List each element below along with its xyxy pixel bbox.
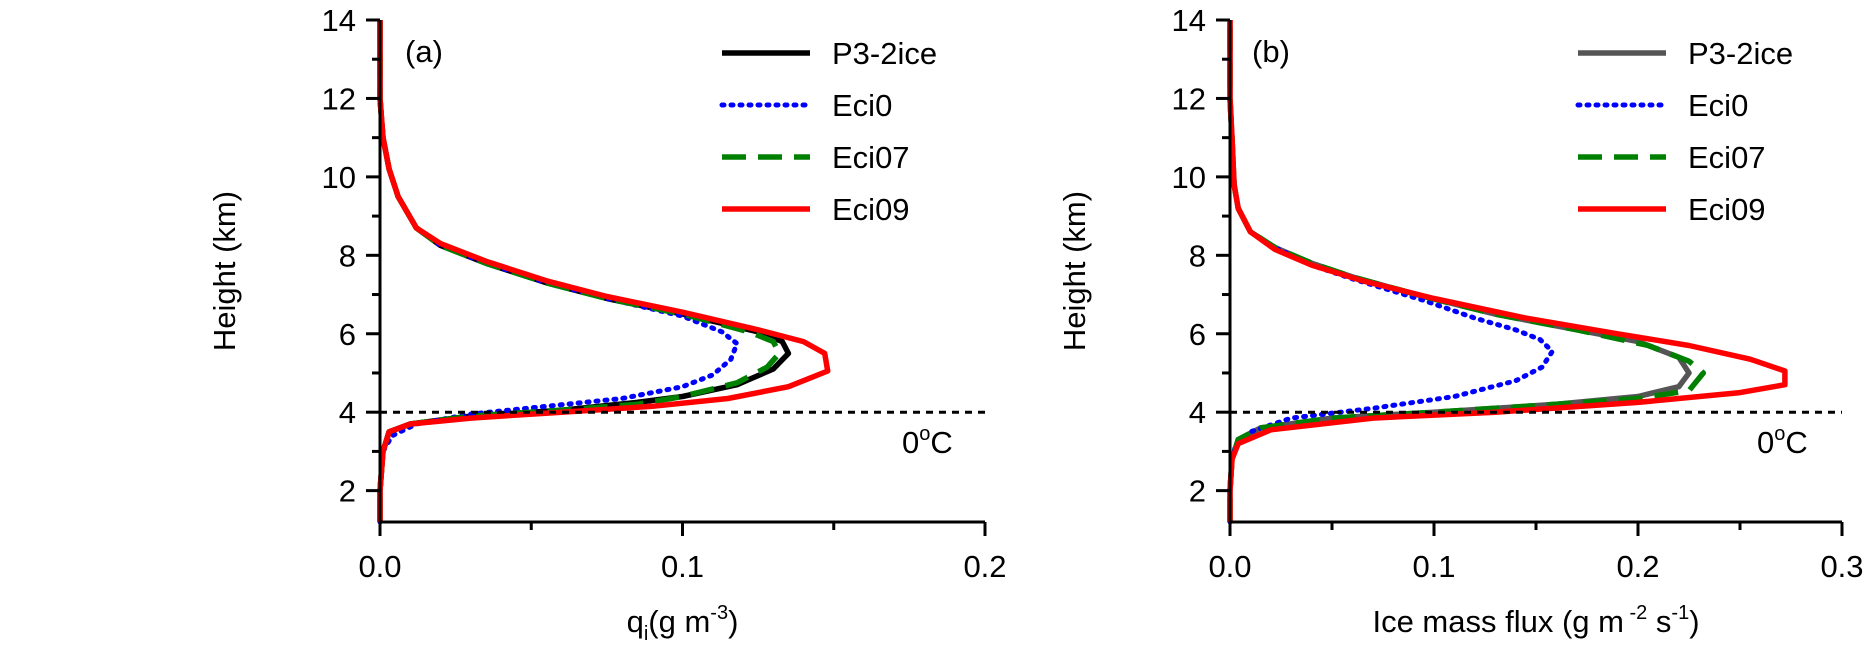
freezing-level-label: 0oC [902, 423, 953, 460]
annot-base: 0 [1757, 425, 1774, 460]
legend-label: P3-2ice [1688, 36, 1793, 71]
legend: P3-2ice Eci0 Eci07 Eci09 [1575, 36, 1793, 227]
x-tick-label: 0.2 [1616, 549, 1659, 584]
y-tick-label: 2 [339, 474, 356, 509]
y-tick-label: 4 [339, 395, 356, 430]
legend-label: Eci09 [1688, 192, 1766, 227]
panel-label: (b) [1252, 34, 1290, 69]
legend-label: Eci07 [832, 140, 910, 175]
legend-label: Eci07 [1688, 140, 1766, 175]
series-group [377, 17, 831, 525]
x-title-end: ) [728, 604, 738, 639]
x-title-sup2: -1 [1671, 602, 1689, 624]
y-tick-label: 10 [322, 160, 356, 195]
legend-label: Eci0 [1688, 88, 1748, 123]
x-tick-label: 0.0 [358, 549, 401, 584]
series-line-eci09 [377, 20, 831, 522]
y-axis-title: Height (km) [1057, 191, 1092, 351]
y-tick-label: 10 [1172, 160, 1206, 195]
series-line-eci0 [1227, 17, 1555, 525]
y-tick-label: 12 [1172, 81, 1206, 116]
y-tick-label: 8 [1189, 238, 1206, 273]
x-title-main: Ice mass flux (g m [1372, 604, 1624, 639]
x-title-sup: -2 [1624, 602, 1647, 624]
x-tick-label: 0.2 [963, 549, 1006, 584]
annot-unit: C [930, 425, 952, 460]
legend: P3-2ice Eci0 Eci07 Eci09 [719, 36, 937, 227]
x-title-end: ) [1689, 604, 1699, 639]
annot-sup: o [1774, 423, 1785, 445]
y-tick-label: 6 [1189, 317, 1206, 352]
y-tick-label: 14 [1172, 3, 1206, 38]
x-tick-label: 0.0 [1208, 549, 1251, 584]
y-tick-label: 6 [339, 317, 356, 352]
series-line-p3-2ice [377, 20, 792, 522]
annot-sup: o [919, 423, 930, 445]
legend-label: Eci0 [832, 88, 892, 123]
y-tick-label: 2 [1189, 474, 1206, 509]
x-title-mid: s [1647, 604, 1671, 639]
x-axis-title: qi(g m-3) [627, 602, 739, 645]
x-title-main: q [627, 604, 644, 639]
y-axis-title: Height (km) [207, 191, 242, 351]
legend-label: Eci09 [832, 192, 910, 227]
legend-label: P3-2ice [832, 36, 937, 71]
series-group [1227, 17, 1788, 525]
series-line-eci0 [377, 17, 740, 525]
series-line-p3-2ice [1227, 20, 1692, 522]
chart-panel-b: 2 4 6 8 10 12 14 0.0 0.1 0.2 0.3 Height (km) Ice mas… [1057, 3, 1864, 639]
series-line-eci07 [377, 20, 783, 522]
x-title-sup: -3 [710, 602, 728, 624]
x-title-sub: i [644, 623, 648, 645]
series-line-eci07 [1227, 20, 1707, 522]
x-tick-label: 0.3 [1820, 549, 1863, 584]
x-title-rest: (g m [648, 604, 710, 639]
y-tick-label: 4 [1189, 395, 1206, 430]
y-tick-label: 12 [322, 81, 356, 116]
x-tick-label: 0.1 [1412, 549, 1455, 584]
x-axis-title: Ice mass flux (g m -2 s-1) [1372, 602, 1699, 639]
y-tick-label: 14 [322, 3, 356, 38]
panel-label: (a) [405, 34, 443, 69]
series-line-eci09 [1227, 20, 1788, 522]
x-tick-label: 0.1 [661, 549, 704, 584]
y-tick-label: 8 [339, 238, 356, 273]
annot-base: 0 [902, 425, 919, 460]
annot-unit: C [1785, 425, 1807, 460]
freezing-level-label: 0oC [1757, 423, 1808, 460]
